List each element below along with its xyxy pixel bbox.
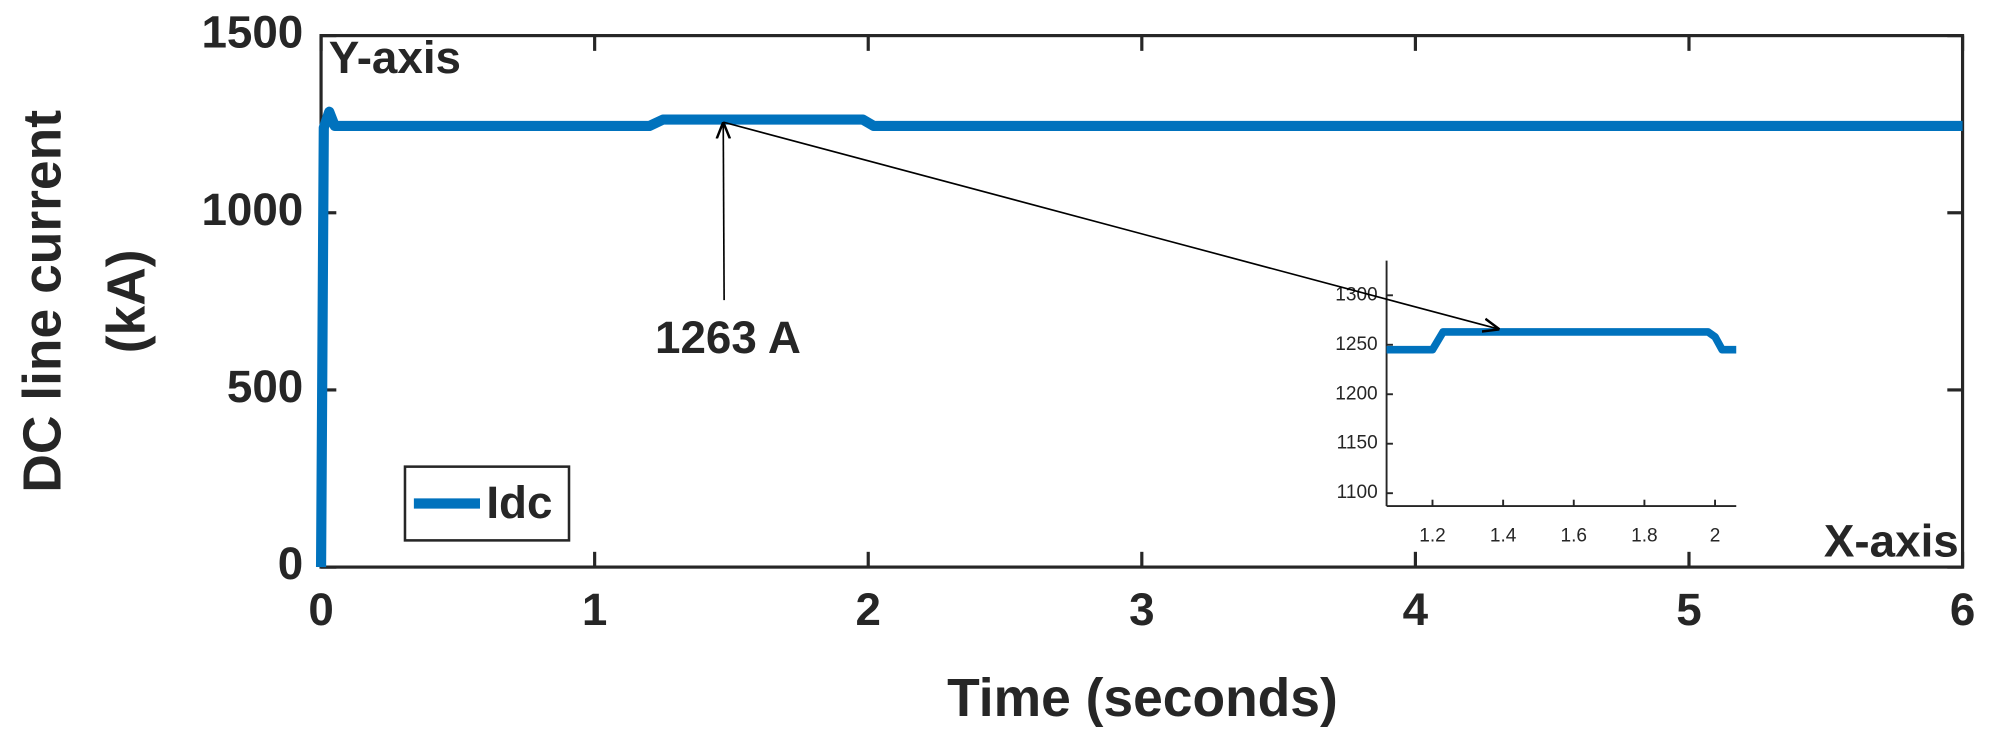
x-tick-label: 0 bbox=[308, 584, 333, 635]
annotation-arrow bbox=[723, 122, 724, 301]
y-tick-label: 1300 bbox=[1335, 284, 1377, 305]
y-axis-label: DC line current bbox=[14, 110, 73, 493]
x-tick-label: 2 bbox=[1710, 526, 1721, 547]
x-tick-label: 1 bbox=[582, 584, 607, 635]
y-axis-label: (kA) bbox=[97, 249, 156, 353]
x-tick-label: 3 bbox=[1129, 584, 1154, 635]
x-tick-label: 1.6 bbox=[1561, 526, 1588, 547]
x-tick-label: 1.4 bbox=[1490, 526, 1517, 547]
y-axis-corner-label: Y-axis bbox=[329, 32, 461, 83]
x-tick-label: 1.2 bbox=[1419, 526, 1446, 547]
y-tick-label: 1500 bbox=[201, 7, 303, 58]
y-tick-label: 0 bbox=[278, 538, 303, 589]
zoom-arrow bbox=[723, 121, 1499, 329]
y-tick-label: 1000 bbox=[201, 184, 303, 235]
x-tick-label: 2 bbox=[856, 584, 881, 635]
legend-label: Idc bbox=[486, 477, 552, 528]
x-tick-label: 5 bbox=[1676, 584, 1701, 635]
y-tick-label: 1150 bbox=[1337, 433, 1378, 454]
annotation-label: 1263 A bbox=[655, 312, 801, 363]
y-tick-label: 1250 bbox=[1335, 334, 1377, 355]
y-tick-label: 1100 bbox=[1337, 482, 1378, 503]
data-line bbox=[315, 106, 1963, 568]
data-line bbox=[1386, 328, 1737, 354]
x-tick-label: 6 bbox=[1950, 584, 1975, 635]
x-tick-label: 4 bbox=[1403, 584, 1429, 635]
y-tick-label: 500 bbox=[227, 361, 303, 412]
x-axis-label: Time (seconds) bbox=[947, 669, 1338, 728]
y-tick-label: 1200 bbox=[1335, 383, 1377, 404]
x-tick-label: 1.8 bbox=[1631, 526, 1658, 547]
x-axis-corner-label: X-axis bbox=[1824, 515, 1959, 566]
